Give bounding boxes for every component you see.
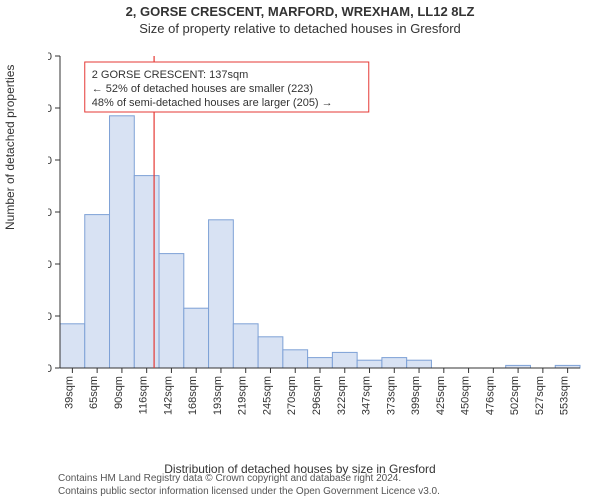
chart-area: 0 20 40 60 80 100 120 39sqm 65sqm 90sqm 116sqm 142s… bbox=[48, 48, 586, 420]
x-tick-label: 373sqm bbox=[385, 376, 397, 415]
title-line1: 2, GORSE CRESCENT, MARFORD, WREXHAM, LL1… bbox=[0, 4, 600, 19]
x-tick-label: 245sqm bbox=[261, 376, 273, 415]
bar bbox=[85, 215, 110, 368]
x-tick-label: 65sqm bbox=[88, 376, 100, 409]
chart-titles: 2, GORSE CRESCENT, MARFORD, WREXHAM, LL1… bbox=[0, 0, 600, 36]
y-axis-label: Number of detached properties bbox=[3, 65, 17, 230]
svg-text:20: 20 bbox=[48, 311, 52, 323]
footer: Contains HM Land Registry data © Crown c… bbox=[58, 473, 440, 498]
x-tick-label: 347sqm bbox=[361, 376, 373, 415]
x-tick-label: 553sqm bbox=[559, 376, 571, 415]
svg-text:100: 100 bbox=[48, 103, 52, 115]
x-tick-label: 270sqm bbox=[286, 376, 298, 415]
svg-text:0: 0 bbox=[48, 363, 52, 375]
svg-text:40: 40 bbox=[48, 259, 52, 271]
x-tick-label: 476sqm bbox=[484, 376, 496, 415]
bar bbox=[60, 324, 85, 368]
bar bbox=[233, 324, 258, 368]
annotation-line: 2 GORSE CRESCENT: 137sqm bbox=[92, 69, 249, 81]
annotation-line: ← 52% of detached houses are smaller (22… bbox=[92, 83, 313, 95]
x-tick-label: 219sqm bbox=[237, 376, 249, 415]
x-tick-label: 116sqm bbox=[138, 376, 150, 414]
x-tick-label: 527sqm bbox=[534, 376, 546, 415]
svg-text:120: 120 bbox=[48, 51, 52, 63]
footer-line2: Contains public sector information licen… bbox=[58, 486, 440, 499]
x-tick-label: 168sqm bbox=[187, 376, 199, 415]
bar bbox=[134, 176, 159, 368]
bar bbox=[110, 116, 135, 368]
svg-text:80: 80 bbox=[48, 155, 52, 167]
bar bbox=[184, 308, 209, 368]
x-tick-label: 296sqm bbox=[311, 376, 323, 415]
x-tick-label: 142sqm bbox=[162, 376, 174, 415]
bar bbox=[308, 358, 333, 368]
svg-text:60: 60 bbox=[48, 207, 52, 219]
bar bbox=[159, 254, 184, 368]
x-tick-label: 193sqm bbox=[212, 376, 224, 415]
bar bbox=[283, 350, 308, 368]
bar bbox=[407, 360, 432, 368]
x-tick-label: 399sqm bbox=[410, 376, 422, 415]
footer-line1: Contains HM Land Registry data © Crown c… bbox=[58, 473, 440, 486]
bar bbox=[357, 360, 382, 368]
chart-svg: 0 20 40 60 80 100 120 39sqm 65sqm 90sqm 116sqm 142s… bbox=[48, 48, 586, 420]
bar bbox=[332, 352, 357, 368]
bar bbox=[209, 220, 234, 368]
annotation-line: 48% of semi-detached houses are larger (… bbox=[92, 97, 333, 109]
x-tick-label: 502sqm bbox=[509, 376, 521, 415]
x-tick-label: 322sqm bbox=[336, 376, 348, 415]
bar bbox=[382, 358, 407, 368]
title-line2: Size of property relative to detached ho… bbox=[0, 21, 600, 36]
x-tick-label: 39sqm bbox=[63, 376, 75, 409]
x-tick-label: 90sqm bbox=[113, 376, 125, 409]
x-tick-label: 450sqm bbox=[460, 376, 472, 415]
bar bbox=[258, 337, 283, 368]
x-tick-label: 425sqm bbox=[435, 376, 447, 415]
